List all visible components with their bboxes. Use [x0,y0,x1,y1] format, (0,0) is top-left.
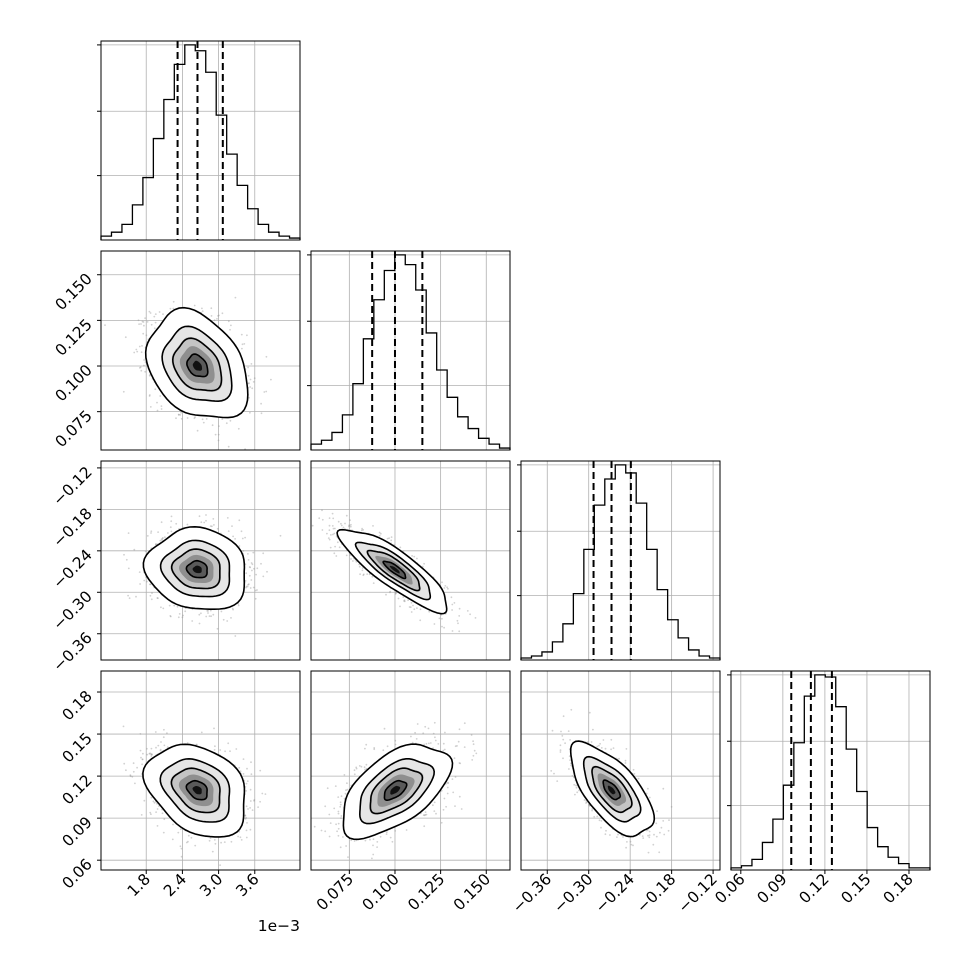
density-fill-5 [192,360,203,371]
contour-line-1 [582,755,642,823]
scatter-panel-3-1 [310,670,511,871]
y-tick-label: −0.30 [50,587,96,633]
contour-line-2 [170,767,221,814]
contour-line-1 [159,757,231,823]
histogram-panel-0 [97,40,301,241]
panel-frame [100,670,301,871]
contour-line-3 [185,559,208,579]
y-tick-label: 0.12 [59,771,96,808]
contour-line-0 [342,743,454,841]
y-tick-label: 0.15 [59,729,96,766]
x-tick-label: −0.30 [550,870,596,916]
x-tick-label: −0.36 [509,870,555,916]
contour-line-1 [161,325,233,403]
contour-line-0 [144,306,249,419]
y-axis-3: 0.06 0.09 0.12 0.15 0.18 [59,687,96,892]
histogram-3 [730,674,931,870]
panel-frame [520,670,721,871]
contour-line-1 [159,539,231,598]
contour-line-3 [382,560,407,580]
contour-line-2 [369,767,424,815]
y-tick-label: 0.100 [52,361,96,405]
y-tick-label: 0.06 [59,855,96,892]
contour-line-0 [142,525,246,610]
panel-frame [730,670,931,871]
density-fill-5 [389,565,400,574]
histogram-1 [310,254,511,450]
histogram-panel-2 [517,460,721,661]
contour-line-0 [569,740,656,838]
contour-line-0 [336,528,448,615]
contour-line-3 [186,353,209,378]
scatter-panel-1-0 [97,250,301,451]
histogram-0 [100,44,301,240]
contour-line-3 [602,779,622,801]
x-tick-label: 0.150 [450,870,494,914]
x-tick-label: 0.125 [404,870,448,914]
y-tick-label: 0.125 [52,316,96,360]
contour-line-2 [591,765,633,814]
x-tick-label: 0.075 [313,870,357,914]
density-fill-5 [192,786,202,795]
x-tick-label: −0.18 [633,870,679,916]
x-tick-label: −0.24 [592,870,638,916]
x-tick-label: 0.18 [880,870,917,907]
y-tick-label: 0.150 [52,270,96,314]
y-axis-2: −0.36−0.30−0.24−0.18−0.12 [50,463,96,675]
panel-frame [310,250,511,451]
y-tick-label: 0.09 [59,813,96,850]
scatter-panel-2-0 [97,460,301,661]
histogram-panel-3 [727,670,931,871]
x-axis-2: −0.36−0.30−0.24−0.18−0.12 [509,870,721,916]
scatter-panel-3-2 [520,670,721,871]
histogram-panel-1 [307,250,511,451]
panel-frame [100,40,301,241]
density-fill-5 [192,565,202,574]
scatter-panel-2-1 [310,460,511,661]
contour-line-2 [170,548,221,590]
panel-frame [310,460,511,661]
contour-line-1 [354,541,432,601]
scatter-panel-3-0 [97,670,301,871]
y-tick-label: −0.12 [50,463,96,509]
contour-line-1 [358,758,436,825]
contour-line-2 [366,549,421,592]
x-axis-3: 0.06 0.09 0.12 0.15 0.18 [711,870,917,907]
y-tick-label: 0.075 [52,407,96,451]
x-tick-label: 1.8 [124,870,154,900]
contour-line-0 [142,743,246,838]
x-tick-label: 2.4 [160,870,190,900]
panel-frame [310,670,511,871]
x-tick-label: 3.6 [232,870,262,900]
x-tick-label: 0.15 [838,870,875,907]
x-tick-label: 0.100 [359,870,403,914]
x-tick-label: 3.0 [196,870,226,900]
y-tick-label: −0.24 [50,546,96,592]
y-tick-label: −0.36 [50,629,96,675]
contour-line-2 [171,337,223,392]
x-axis-0: 1.8 2.4 3.0 3.6 [124,870,263,900]
x-axis-1: 0.075 0.100 0.125 0.150 [313,870,494,914]
density-fill-5 [607,785,616,795]
panel-frame [100,250,301,451]
histogram-2 [520,464,721,660]
x-tick-label: 0.09 [754,870,791,907]
panel-frame [520,460,721,661]
x-tick-label: 0.12 [796,870,833,907]
density-fill-5 [390,785,401,795]
contour-line-3 [185,779,208,801]
panel-frame [100,460,301,661]
contour-line-3 [383,779,408,801]
y-tick-label: 0.18 [59,687,96,724]
x-exponent-label: 1e−3 [258,917,300,935]
x-tick-label: 0.06 [711,870,748,907]
y-tick-label: −0.18 [50,505,96,551]
